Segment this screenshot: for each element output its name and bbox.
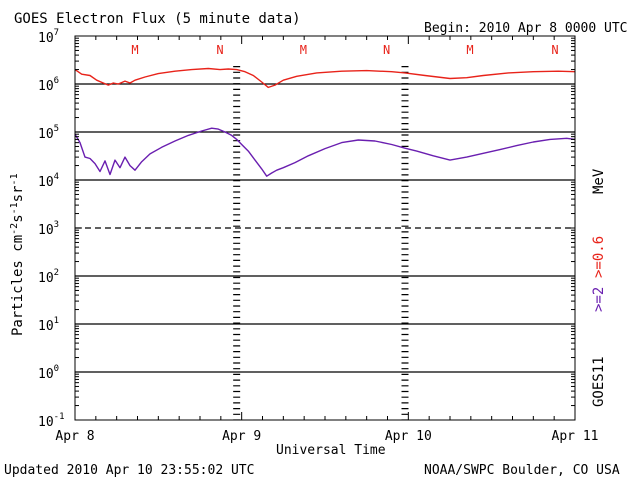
y-axis-label: Particles cm-2s-1sr-1 — [9, 173, 26, 336]
marker-label: M — [300, 43, 307, 57]
y-tick-label: 106 — [38, 76, 59, 94]
marker-label: M — [131, 43, 138, 57]
credit-text: NOAA/SWPC Boulder, CO USA — [424, 463, 620, 478]
series-line — [74, 127, 576, 177]
y-tick-label: 10-1 — [38, 412, 65, 430]
series-line — [74, 67, 576, 89]
energy-hi-label: >=2 — [591, 287, 607, 312]
y-tick-label: 100 — [38, 364, 59, 382]
x-tick-label: Apr 8 — [55, 429, 94, 444]
x-tick-label: Apr 11 — [552, 429, 599, 444]
y-tick-label: 102 — [38, 268, 59, 286]
y-tick-label: 105 — [38, 124, 59, 142]
chart-title: GOES Electron Flux (5 minute data) — [14, 11, 301, 27]
y-tick-label: 104 — [38, 172, 59, 190]
marker-label: N — [216, 43, 223, 57]
marker-label: M — [466, 43, 473, 57]
y-tick-label: 101 — [38, 316, 59, 334]
x-tick-label: Apr 10 — [385, 429, 432, 444]
energy-lo-label: >=0.6 — [591, 236, 607, 278]
begin-time: Begin: 2010 Apr 8 0000 UTC — [424, 21, 628, 36]
x-tick-label: Apr 9 — [222, 429, 261, 444]
satellite-label: GOES11 — [591, 356, 607, 407]
y-tick-label: 107 — [38, 28, 59, 46]
marker-label: N — [551, 43, 558, 57]
y-tick-label: 103 — [38, 220, 59, 238]
x-axis-label: Universal Time — [276, 443, 386, 458]
energy-unit-label: MeV — [591, 168, 607, 194]
grid-layer — [75, 66, 575, 420]
series-layer — [74, 67, 576, 177]
marker-label: N — [383, 43, 390, 57]
updated-time: Updated 2010 Apr 10 23:55:02 UTC — [4, 463, 254, 478]
